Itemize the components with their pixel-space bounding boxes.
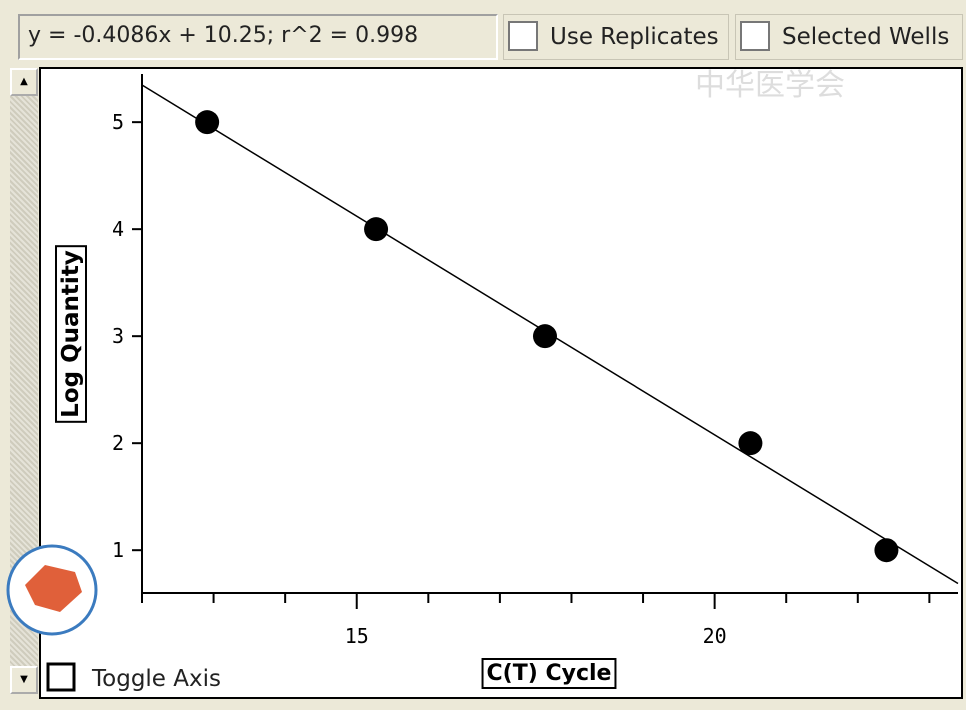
- selected-wells-checkbox[interactable]: Selected Wells: [735, 14, 963, 60]
- y-axis-label: Log Quantity: [58, 250, 84, 418]
- checkbox-label: Selected Wells: [782, 24, 950, 50]
- checkbox-label: Use Replicates: [550, 24, 719, 50]
- logo-map: [25, 565, 82, 612]
- plot-frame: [39, 67, 963, 699]
- toggle-axis-label: Toggle Axis: [91, 666, 221, 692]
- y-axis-label-box: [55, 245, 87, 423]
- x-axis-label-box: [481, 658, 617, 689]
- data-point: [195, 110, 220, 135]
- scroll-up[interactable]: ▲: [10, 68, 38, 96]
- x-tick-label: 20: [703, 624, 727, 648]
- data-point: [532, 324, 557, 349]
- x-tick-label: 15: [345, 624, 369, 648]
- scroll-down[interactable]: ▼: [10, 666, 38, 694]
- toggle-axis-checkbox[interactable]: [46, 662, 76, 692]
- data-point: [364, 217, 389, 242]
- watermark: 中华医学会: [695, 68, 845, 103]
- checkbox[interactable]: [508, 20, 538, 51]
- y-tick-label: 2: [112, 431, 124, 455]
- data-point: [874, 538, 899, 563]
- y-tick-label: 5: [112, 110, 124, 134]
- x-axis-label: C(T) Cycle: [487, 661, 612, 686]
- checkbox[interactable]: [740, 20, 770, 51]
- data-point: [738, 431, 763, 456]
- fit-equation: y = -0.4086x + 10.25; r^2 = 0.998: [18, 14, 498, 60]
- use-replicates-checkbox[interactable]: Use Replicates: [503, 14, 729, 60]
- y-tick-label: 4: [112, 217, 124, 241]
- y-tick-label: 3: [112, 324, 124, 348]
- y-tick-label: 1: [112, 538, 124, 562]
